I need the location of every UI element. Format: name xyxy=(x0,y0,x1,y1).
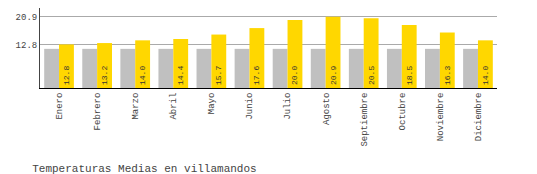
svg-text:14.0: 14.0 xyxy=(481,66,490,85)
svg-text:Temperaturas Medias en villama: Temperaturas Medias en villamandos xyxy=(32,163,256,174)
svg-text:Junio: Junio xyxy=(245,93,255,120)
svg-text:Marzo: Marzo xyxy=(131,93,141,120)
svg-text:Abril: Abril xyxy=(169,93,179,120)
svg-text:Julio: Julio xyxy=(283,93,293,120)
svg-text:Septiembre: Septiembre xyxy=(360,93,370,147)
svg-text:20.9: 20.9 xyxy=(16,13,38,23)
svg-text:14.4: 14.4 xyxy=(176,66,185,85)
svg-text:Agosto: Agosto xyxy=(322,93,332,125)
svg-text:12.8: 12.8 xyxy=(62,66,71,85)
svg-text:Octubre: Octubre xyxy=(398,93,408,131)
svg-text:18.5: 18.5 xyxy=(405,66,414,85)
svg-text:16.3: 16.3 xyxy=(443,66,452,85)
svg-text:Noviembre: Noviembre xyxy=(436,93,446,142)
svg-text:15.7: 15.7 xyxy=(214,66,223,85)
svg-text:14.0: 14.0 xyxy=(138,66,147,85)
svg-text:12.8: 12.8 xyxy=(16,41,38,51)
svg-text:Diciembre: Diciembre xyxy=(474,93,484,142)
svg-text:20.9: 20.9 xyxy=(329,66,338,85)
svg-text:17.6: 17.6 xyxy=(252,66,261,85)
svg-text:Enero: Enero xyxy=(55,93,65,120)
svg-text:Febrero: Febrero xyxy=(93,93,103,131)
svg-text:20.5: 20.5 xyxy=(367,66,376,85)
svg-text:13.2: 13.2 xyxy=(100,66,109,85)
svg-text:20.0: 20.0 xyxy=(290,66,299,85)
svg-text:Mayo: Mayo xyxy=(207,93,217,115)
